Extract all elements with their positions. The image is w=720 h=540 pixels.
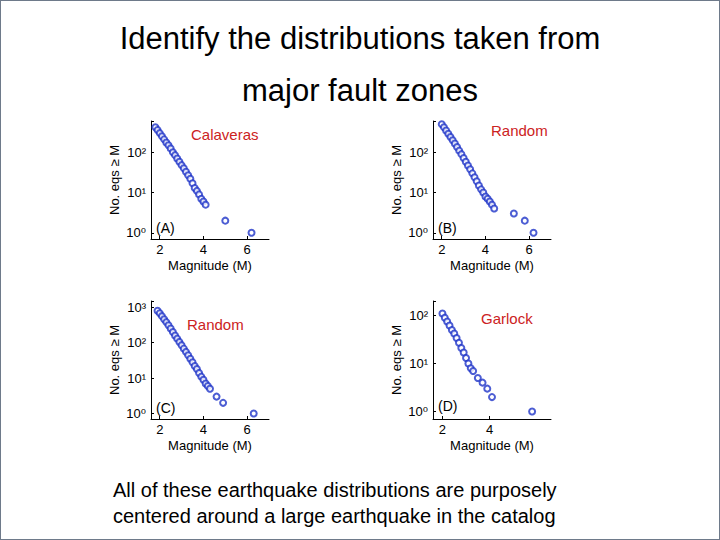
svg-text:Calaveras: Calaveras bbox=[191, 126, 259, 143]
svg-text:Magnitude (M): Magnitude (M) bbox=[168, 258, 252, 273]
svg-text:10²: 10² bbox=[127, 335, 146, 350]
svg-text:(D): (D) bbox=[438, 398, 457, 414]
svg-text:10¹: 10¹ bbox=[409, 185, 428, 200]
svg-text:Magnitude (M): Magnitude (M) bbox=[168, 438, 252, 453]
svg-text:10³: 10³ bbox=[127, 300, 146, 315]
svg-text:2: 2 bbox=[438, 242, 445, 257]
svg-text:10⁰: 10⁰ bbox=[408, 404, 428, 419]
svg-text:10²: 10² bbox=[127, 145, 146, 160]
svg-text:Random: Random bbox=[491, 122, 548, 139]
svg-text:10¹: 10¹ bbox=[409, 356, 428, 371]
html-text:Identify the distributions tak: Identify the distributions taken from bbox=[119, 21, 601, 56]
svg-text:10⁰: 10⁰ bbox=[408, 225, 428, 240]
html-text:major fault zones: major fault zones bbox=[242, 73, 478, 108]
svg-text:10⁰: 10⁰ bbox=[126, 406, 146, 421]
svg-text:2: 2 bbox=[156, 242, 163, 257]
svg-text:6: 6 bbox=[244, 242, 251, 257]
html-text:centered around a large earthq: centered around a large earthquake in th… bbox=[113, 505, 556, 527]
svg-text:10²: 10² bbox=[409, 308, 428, 323]
svg-text:No. eqs ≥ M: No. eqs ≥ M bbox=[389, 145, 404, 215]
svg-text:4: 4 bbox=[482, 242, 489, 257]
svg-text:10¹: 10¹ bbox=[127, 371, 146, 386]
svg-text:(A): (A) bbox=[156, 220, 175, 236]
svg-text:No. eqs ≥ M: No. eqs ≥ M bbox=[389, 325, 404, 395]
svg-text:Random: Random bbox=[187, 316, 244, 333]
svg-text:(C): (C) bbox=[156, 400, 175, 416]
svg-text:2: 2 bbox=[156, 422, 163, 437]
svg-text:Garlock: Garlock bbox=[481, 310, 533, 327]
svg-text:Magnitude (M): Magnitude (M) bbox=[450, 438, 534, 453]
html-text:All of these earthquake distri: All of these earthquake distributions ar… bbox=[113, 479, 557, 501]
svg-text:No. eqs ≥ M: No. eqs ≥ M bbox=[107, 145, 122, 215]
svg-text:Magnitude (M): Magnitude (M) bbox=[450, 258, 534, 273]
svg-text:10²: 10² bbox=[409, 145, 428, 160]
svg-text:10⁰: 10⁰ bbox=[126, 225, 146, 240]
svg-text:4: 4 bbox=[200, 422, 207, 437]
svg-text:4: 4 bbox=[200, 242, 207, 257]
svg-text:10¹: 10¹ bbox=[127, 185, 146, 200]
svg-text:No. eqs ≥ M: No. eqs ≥ M bbox=[107, 325, 122, 395]
svg-text:(B): (B) bbox=[438, 220, 457, 236]
svg-text:2: 2 bbox=[439, 422, 446, 437]
svg-text:4: 4 bbox=[486, 422, 493, 437]
svg-text:6: 6 bbox=[526, 242, 533, 257]
svg-text:6: 6 bbox=[244, 422, 251, 437]
